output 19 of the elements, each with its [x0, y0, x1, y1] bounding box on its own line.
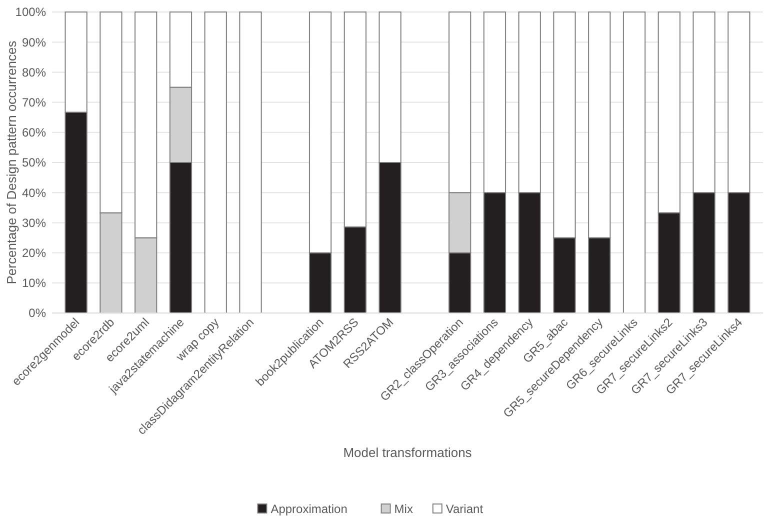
y-tick-label: 0%: [28, 306, 46, 320]
y-axis-title: Percentage of Design pattern occurrences: [4, 40, 19, 284]
x-axis-title: Model transformations: [343, 445, 472, 460]
bar: [204, 12, 227, 314]
y-tick-label: 20%: [22, 246, 46, 260]
legend-label: Mix: [394, 502, 413, 516]
y-tick-label: 10%: [22, 276, 46, 290]
y-tick-label: 80%: [22, 65, 46, 80]
y-tick-label: 100%: [15, 5, 46, 20]
bar: [622, 12, 646, 314]
y-tick-label: 90%: [22, 35, 46, 50]
bar: [239, 12, 262, 314]
legend-label: Variant: [446, 502, 484, 516]
y-tick-label: 60%: [22, 126, 46, 140]
y-tick-label: 30%: [22, 216, 46, 230]
y-tick-label: 70%: [22, 96, 46, 110]
y-tick-label: 50%: [22, 156, 46, 170]
y-tick-label: 40%: [22, 186, 46, 200]
legend-label: Approximation: [270, 502, 348, 516]
